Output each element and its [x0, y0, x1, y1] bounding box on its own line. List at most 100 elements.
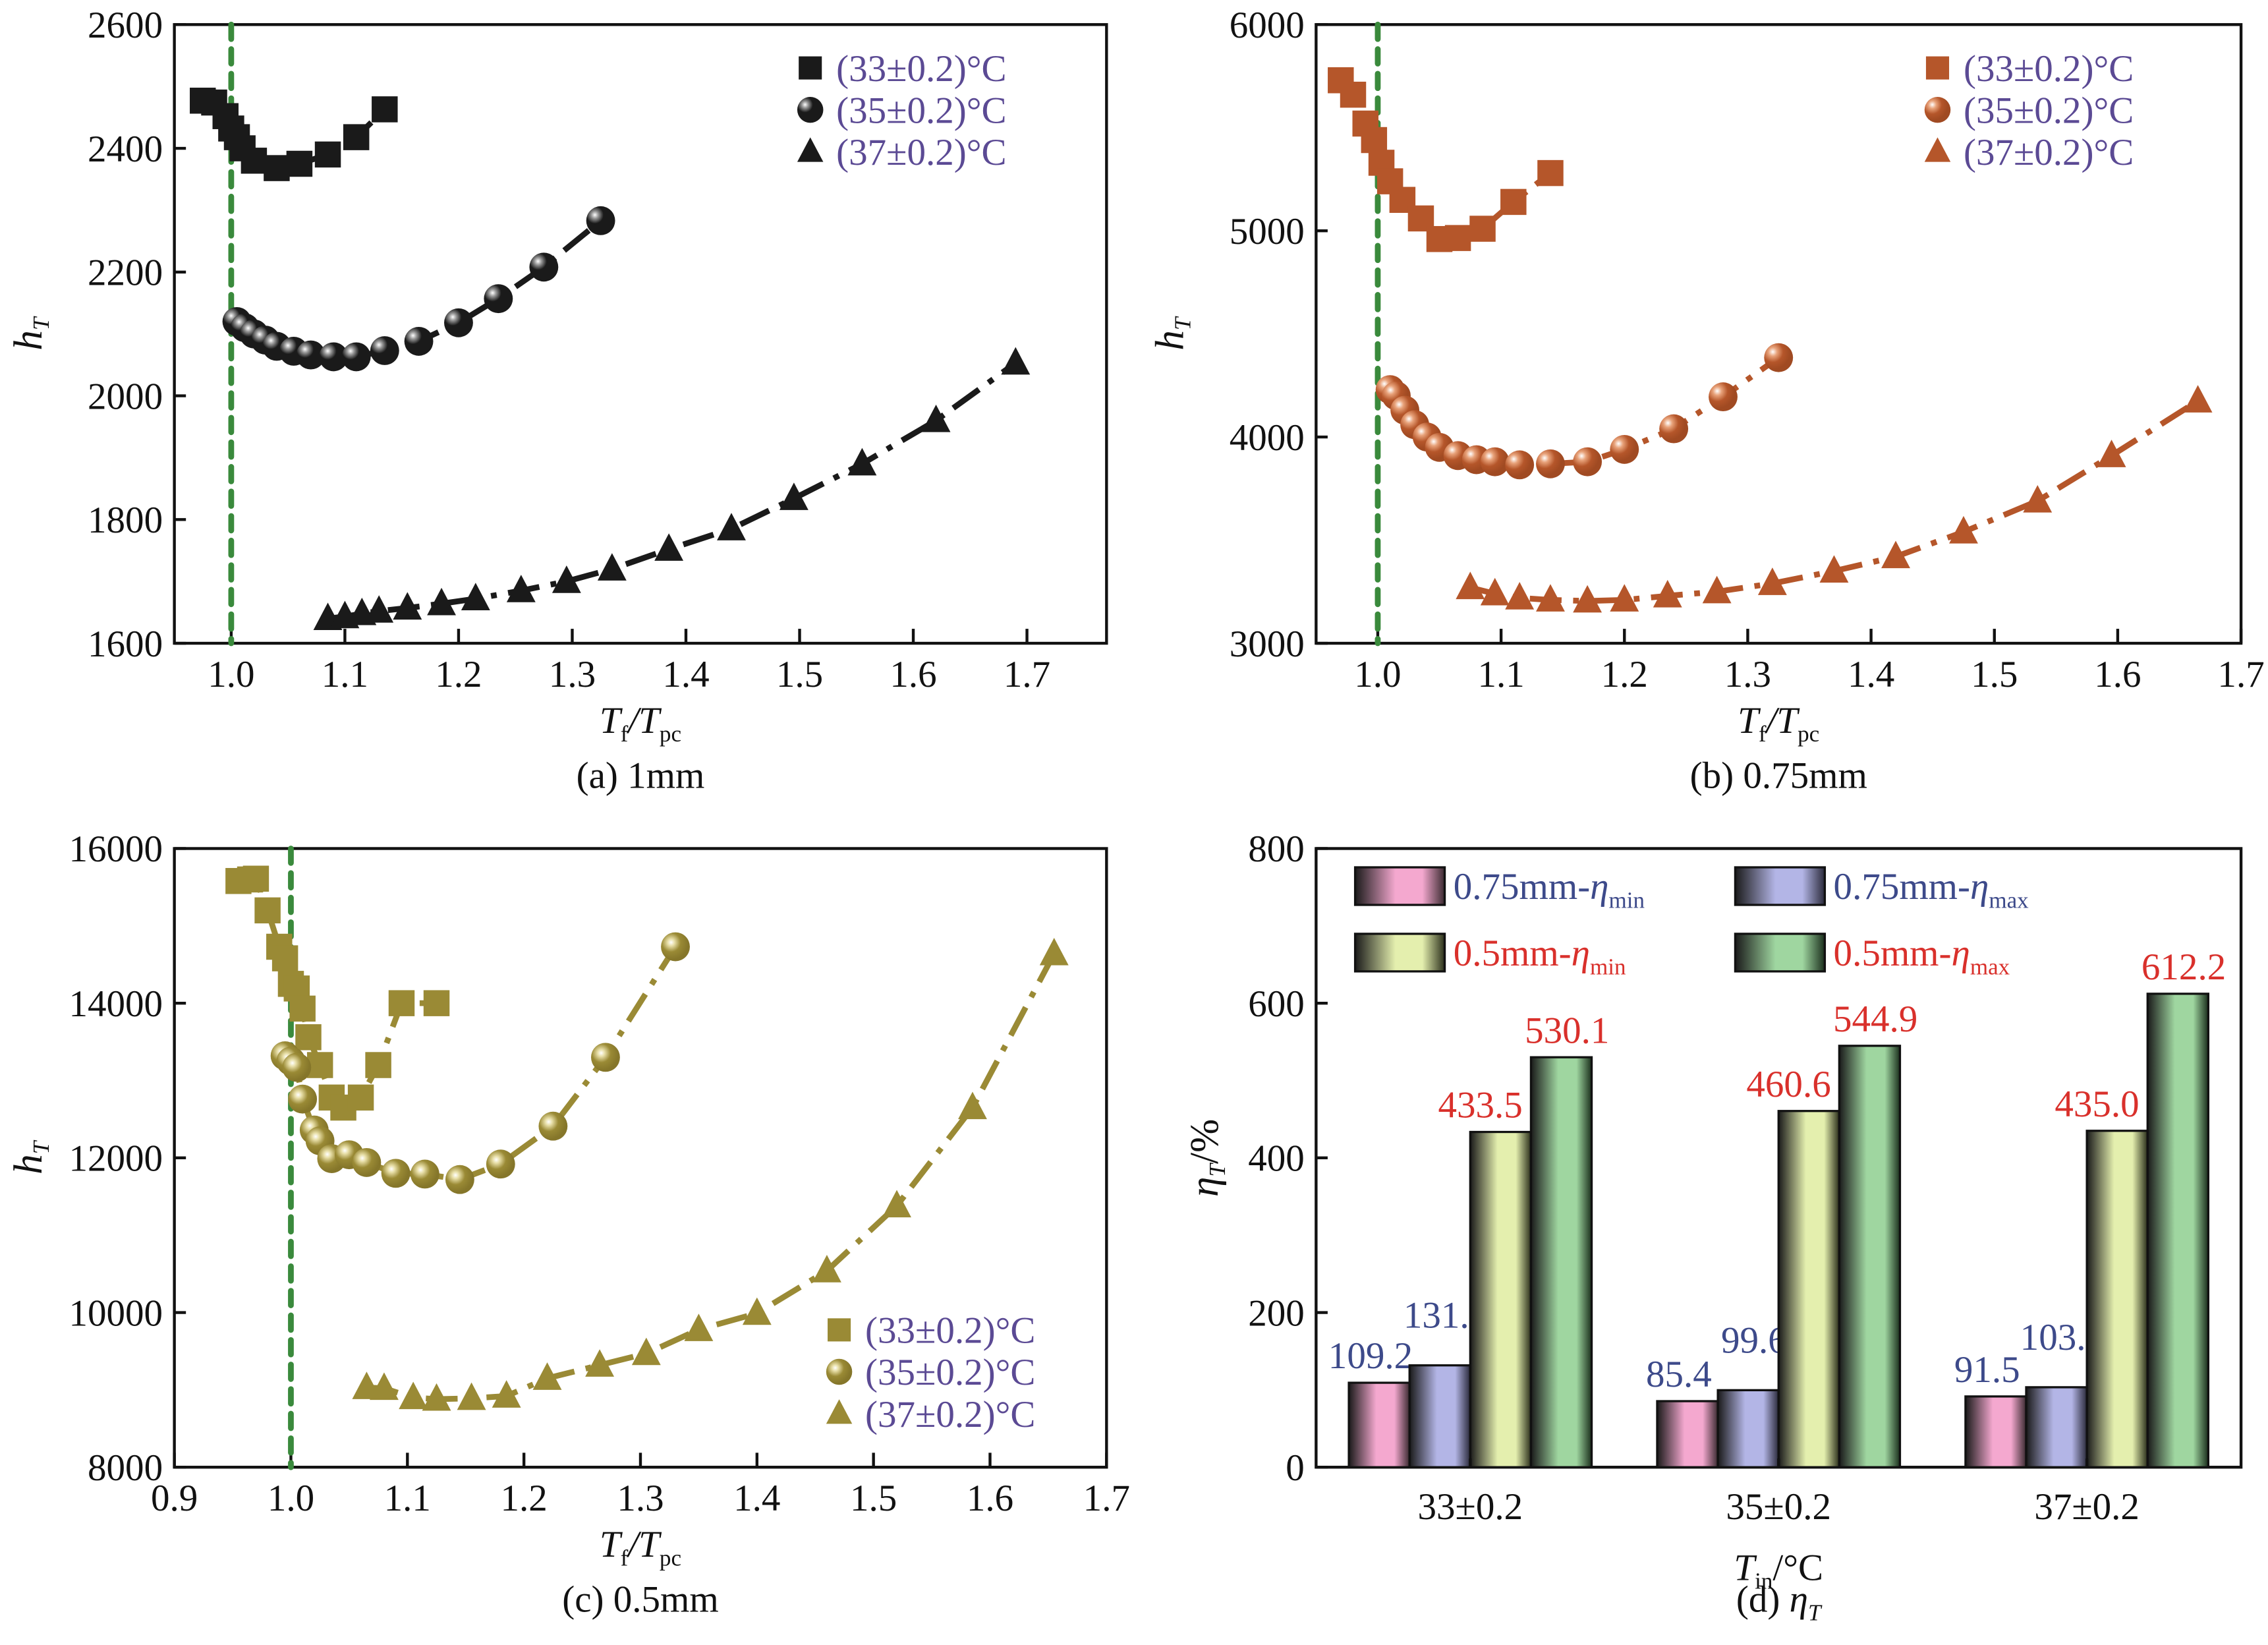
data-point-circle	[661, 932, 690, 962]
bar-value-label: 612.2	[2141, 946, 2226, 988]
data-point-triangle	[422, 1383, 451, 1411]
x-axis-label: Tf/Tpc	[1738, 700, 1819, 747]
data-point-circle	[341, 342, 371, 372]
data-point-circle	[590, 1043, 620, 1072]
data-point-square	[1444, 225, 1471, 251]
data-point-circle	[381, 1159, 411, 1188]
y-axis-label: ηT/%	[1182, 1119, 1230, 1197]
y-tick-label: 5000	[1230, 211, 1305, 252]
data-point-triangle	[882, 1190, 911, 1218]
bar-value-label: 85.4	[1646, 1354, 1712, 1395]
data-point-triangle	[958, 1091, 987, 1120]
x-axis-label: Tf/Tpc	[600, 1524, 681, 1571]
data-point-triangle	[427, 587, 456, 616]
y-tick-label: 1800	[88, 500, 163, 541]
y-tick-label: 2000	[88, 376, 163, 417]
bar-value-label: 109.2	[1328, 1335, 1413, 1377]
legend-marker-triangle	[797, 137, 824, 162]
data-point-square	[306, 1052, 333, 1078]
data-point-circle	[296, 340, 326, 370]
data-point-circle	[410, 1159, 439, 1189]
data-point-triangle	[492, 1380, 521, 1408]
data-point-circle	[352, 1147, 382, 1177]
data-point-circle	[445, 1165, 474, 1194]
bar	[1529, 1056, 1593, 1468]
legend-label: (33±0.2)°C	[1964, 48, 2134, 90]
x-tick-label: 1.1	[1477, 654, 1524, 695]
bar-value-label: 433.5	[1438, 1085, 1523, 1126]
data-point-square	[1469, 216, 1496, 242]
data-point-triangle	[779, 482, 808, 510]
bar	[2146, 993, 2210, 1468]
data-point-triangle	[370, 1372, 399, 1400]
legend-label: (37±0.2)°C	[836, 132, 1006, 173]
bar	[2085, 1130, 2149, 1468]
data-point-triangle	[597, 553, 627, 581]
data-point-triangle	[1001, 347, 1031, 375]
data-point-circle	[529, 252, 559, 282]
data-point-square	[1361, 127, 1388, 154]
legend-marker-square	[828, 1318, 851, 1342]
bar-value-label: 460.6	[1746, 1064, 1830, 1105]
y-tick-label: 1600	[88, 623, 163, 665]
y-tick-label: 400	[1248, 1138, 1305, 1180]
data-point-circle	[282, 1053, 312, 1082]
data-point-square	[314, 141, 341, 168]
x-tick-label: 1.6	[2094, 654, 2141, 695]
data-point-triangle	[812, 1255, 841, 1283]
data-point-square	[423, 990, 450, 1016]
legend-label: (35±0.2)°C	[1964, 90, 2134, 131]
x-tick-label: 1.2	[1601, 654, 1648, 695]
panel-caption: (a) 1mm	[577, 755, 705, 796]
x-tick-label: 1.3	[549, 654, 596, 695]
data-point-circle	[1573, 447, 1602, 476]
y-tick-label: 10000	[69, 1292, 163, 1334]
x-tick-label: 1.1	[322, 654, 368, 695]
bar	[1408, 1364, 1471, 1468]
data-point-triangle	[631, 1337, 661, 1366]
data-point-circle	[319, 342, 349, 372]
data-point-triangle	[717, 513, 746, 540]
data-point-triangle	[532, 1362, 562, 1390]
data-point-square	[388, 990, 415, 1016]
data-point-square	[286, 150, 313, 177]
x-tick-label: 1.1	[384, 1478, 431, 1519]
legend-marker-triangle	[826, 1399, 853, 1424]
data-point-circle	[484, 284, 513, 314]
panel-a-chart: 1600 1800 2000 2200 2400 2600 1.0 1.1 1.2 1.3 1.4 1…	[6, 5, 1108, 796]
x-tick-label: 0.9	[151, 1478, 198, 1519]
x-tick-label: 35±0.2	[1726, 1486, 1831, 1528]
data-point-triangle	[1881, 540, 1910, 569]
x-tick-label: 1.0	[1354, 654, 1401, 695]
bar	[1656, 1400, 1719, 1468]
y-axis-label: hT	[1148, 316, 1196, 351]
x-tick-label: 1.7	[1083, 1478, 1130, 1519]
legend-marker-square	[1925, 56, 1950, 80]
panel-caption: (c) 0.5mm	[562, 1579, 719, 1621]
data-point-triangle	[457, 1382, 486, 1410]
data-point-triangle	[1536, 584, 1565, 612]
y-tick-label: 600	[1248, 983, 1305, 1025]
data-point-triangle	[2097, 440, 2126, 467]
data-point-triangle	[1573, 585, 1602, 613]
y-axis-label: hT	[6, 1140, 54, 1174]
x-tick-label: 1.7	[1004, 654, 1050, 695]
data-point-triangle	[1653, 579, 1682, 608]
data-point-triangle	[1819, 555, 1849, 583]
data-point-square	[1500, 188, 1527, 216]
bar	[1777, 1110, 1840, 1468]
data-point-circle	[1505, 450, 1535, 480]
data-point-triangle	[1505, 582, 1535, 610]
data-point-square	[372, 96, 398, 123]
y-tick-label: 14000	[69, 983, 163, 1025]
x-axis-label: Tf/Tpc	[600, 700, 681, 747]
legend-label: (33±0.2)°C	[865, 1310, 1035, 1352]
data-point-triangle	[1702, 575, 1732, 604]
data-point-square	[254, 897, 281, 924]
data-point-triangle	[654, 533, 684, 561]
x-tick-label: 1.5	[850, 1478, 897, 1519]
data-point-triangle	[1757, 567, 1787, 595]
y-tick-label: 6000	[1230, 5, 1305, 46]
x-axis-label: Tin/°C	[1734, 1547, 1823, 1594]
